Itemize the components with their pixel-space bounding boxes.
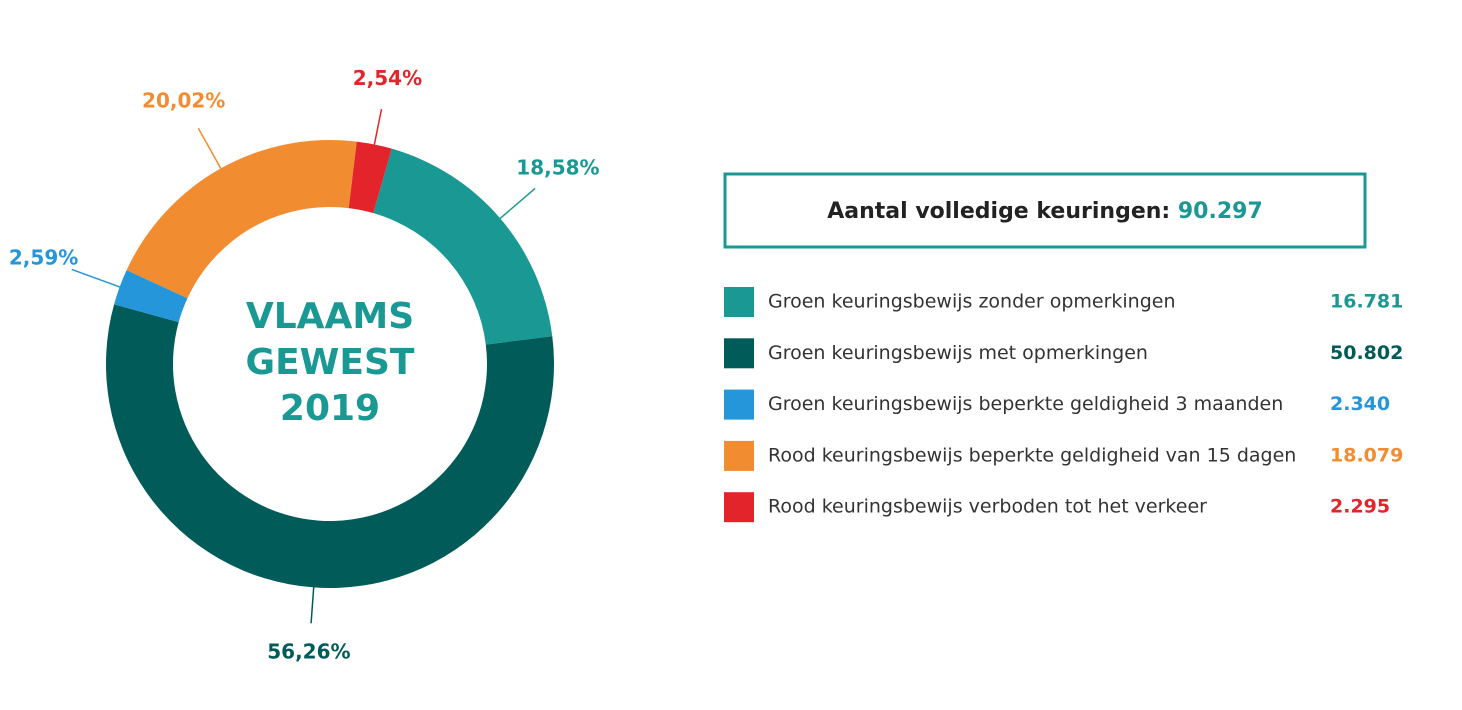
slice (114, 270, 188, 323)
legend-swatch (724, 440, 754, 471)
legend-swatch (724, 338, 754, 369)
leader-line (310, 583, 315, 624)
total-value: 90.297 (1178, 199, 1263, 224)
legend-swatch (724, 492, 754, 523)
center-title-line: GEWEST (246, 342, 415, 383)
leader-line (496, 187, 536, 222)
legend-label: Rood keuringsbewijs verboden tot het ver… (768, 496, 1207, 518)
center-title: VLAAMS GEWEST 2019 (246, 296, 415, 429)
legend-count: 2.295 (1330, 496, 1390, 518)
legend-count: 16.781 (1330, 291, 1403, 313)
center-title-line: 2019 (280, 388, 380, 429)
total-box (723, 172, 1367, 249)
leader-line (197, 127, 224, 173)
total-label: Aantal volledige keuringen: (827, 199, 1170, 224)
slice-label: 56,26% (267, 640, 350, 664)
legend-count: 50.802 (1330, 342, 1403, 364)
legend-swatch (724, 287, 754, 317)
leader-line (71, 268, 124, 290)
slice (126, 140, 357, 299)
legend-label: Rood keuringsbewijs beperkte geldigheid … (768, 444, 1296, 466)
leader-line (372, 109, 383, 149)
slice-label: 2,59% (9, 246, 78, 270)
slice-label: 20,02% (142, 89, 225, 113)
legend-count: 2.340 (1330, 393, 1390, 415)
slice (373, 148, 553, 345)
legend-count: 18.079 (1330, 444, 1403, 466)
legend-label: Groen keuringsbewijs zonder opmerkingen (768, 291, 1176, 313)
center-title-line: VLAAMS (246, 296, 414, 337)
total: Aantal volledige keuringen: 90.297 (827, 199, 1263, 224)
legend-label: Groen keuringsbewijs beperkte geldigheid… (768, 393, 1283, 415)
slice-label: 2,54% (353, 66, 422, 90)
legend-swatch (724, 389, 754, 420)
slice (106, 304, 554, 588)
slice-label: 18,58% (516, 155, 599, 179)
slice (348, 141, 392, 214)
legend-label: Groen keuringsbewijs met opmerkingen (768, 342, 1148, 364)
